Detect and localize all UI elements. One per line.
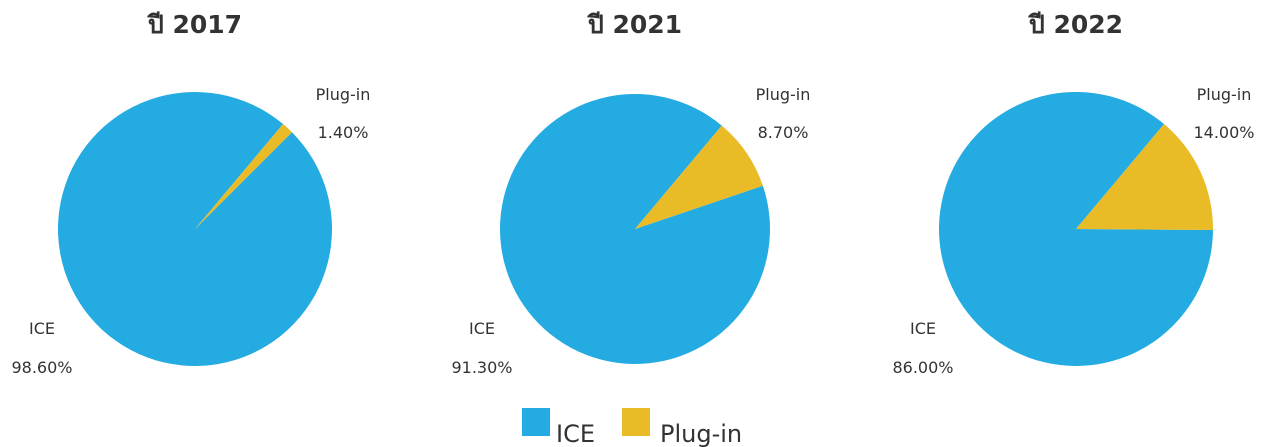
legend-swatch-ice (522, 408, 550, 436)
slice-label-ice: ICE (910, 319, 936, 338)
legend-label-ice: ICE (556, 420, 595, 447)
pie-slice-plug-in (635, 125, 763, 229)
pie-chart: ปี 2017 Plug-in 1.40% ICE 98.60% (11, 10, 370, 377)
slice-label-plug-in: Plug-in (756, 85, 811, 104)
chart-title: ปี 2022 (1027, 10, 1123, 39)
pie-slice-ice (939, 92, 1213, 367)
slice-label-plug-in: Plug-in (316, 85, 371, 104)
charts-layer: ปี 2017 Plug-in 1.40% ICE 98.60% ปี 2021 Plug-… (11, 10, 1254, 377)
pie-slice-plug-in (195, 124, 292, 229)
slice-value-ice: 86.00% (892, 358, 953, 377)
slice-label-ice: ICE (29, 319, 55, 338)
pie-slice-ice (57, 91, 332, 366)
pie-chart: ปี 2022 Plug-in 14.00% ICE 86.00% (892, 10, 1254, 377)
slice-value-ice: 91.30% (451, 358, 512, 377)
legend: ICE Plug-in (522, 408, 742, 447)
slice-label-ice: ICE (469, 319, 495, 338)
slice-value-ice: 98.60% (11, 358, 72, 377)
legend-label-plug-in: Plug-in (660, 420, 742, 447)
chart-title: ปี 2021 (586, 10, 682, 39)
slice-value-plug-in: 14.00% (1193, 123, 1254, 142)
slice-value-plug-in: 8.70% (758, 123, 809, 142)
pie-slice-plug-in (1076, 124, 1214, 230)
slice-value-plug-in: 1.40% (318, 123, 369, 142)
legend-swatch-plug-in (622, 408, 650, 436)
pie-chart: ปี 2021 Plug-in 8.70% ICE 91.30% (451, 10, 810, 377)
chart-title: ปี 2017 (146, 10, 242, 39)
pie-slice-ice (500, 94, 770, 365)
slice-label-plug-in: Plug-in (1197, 85, 1252, 104)
